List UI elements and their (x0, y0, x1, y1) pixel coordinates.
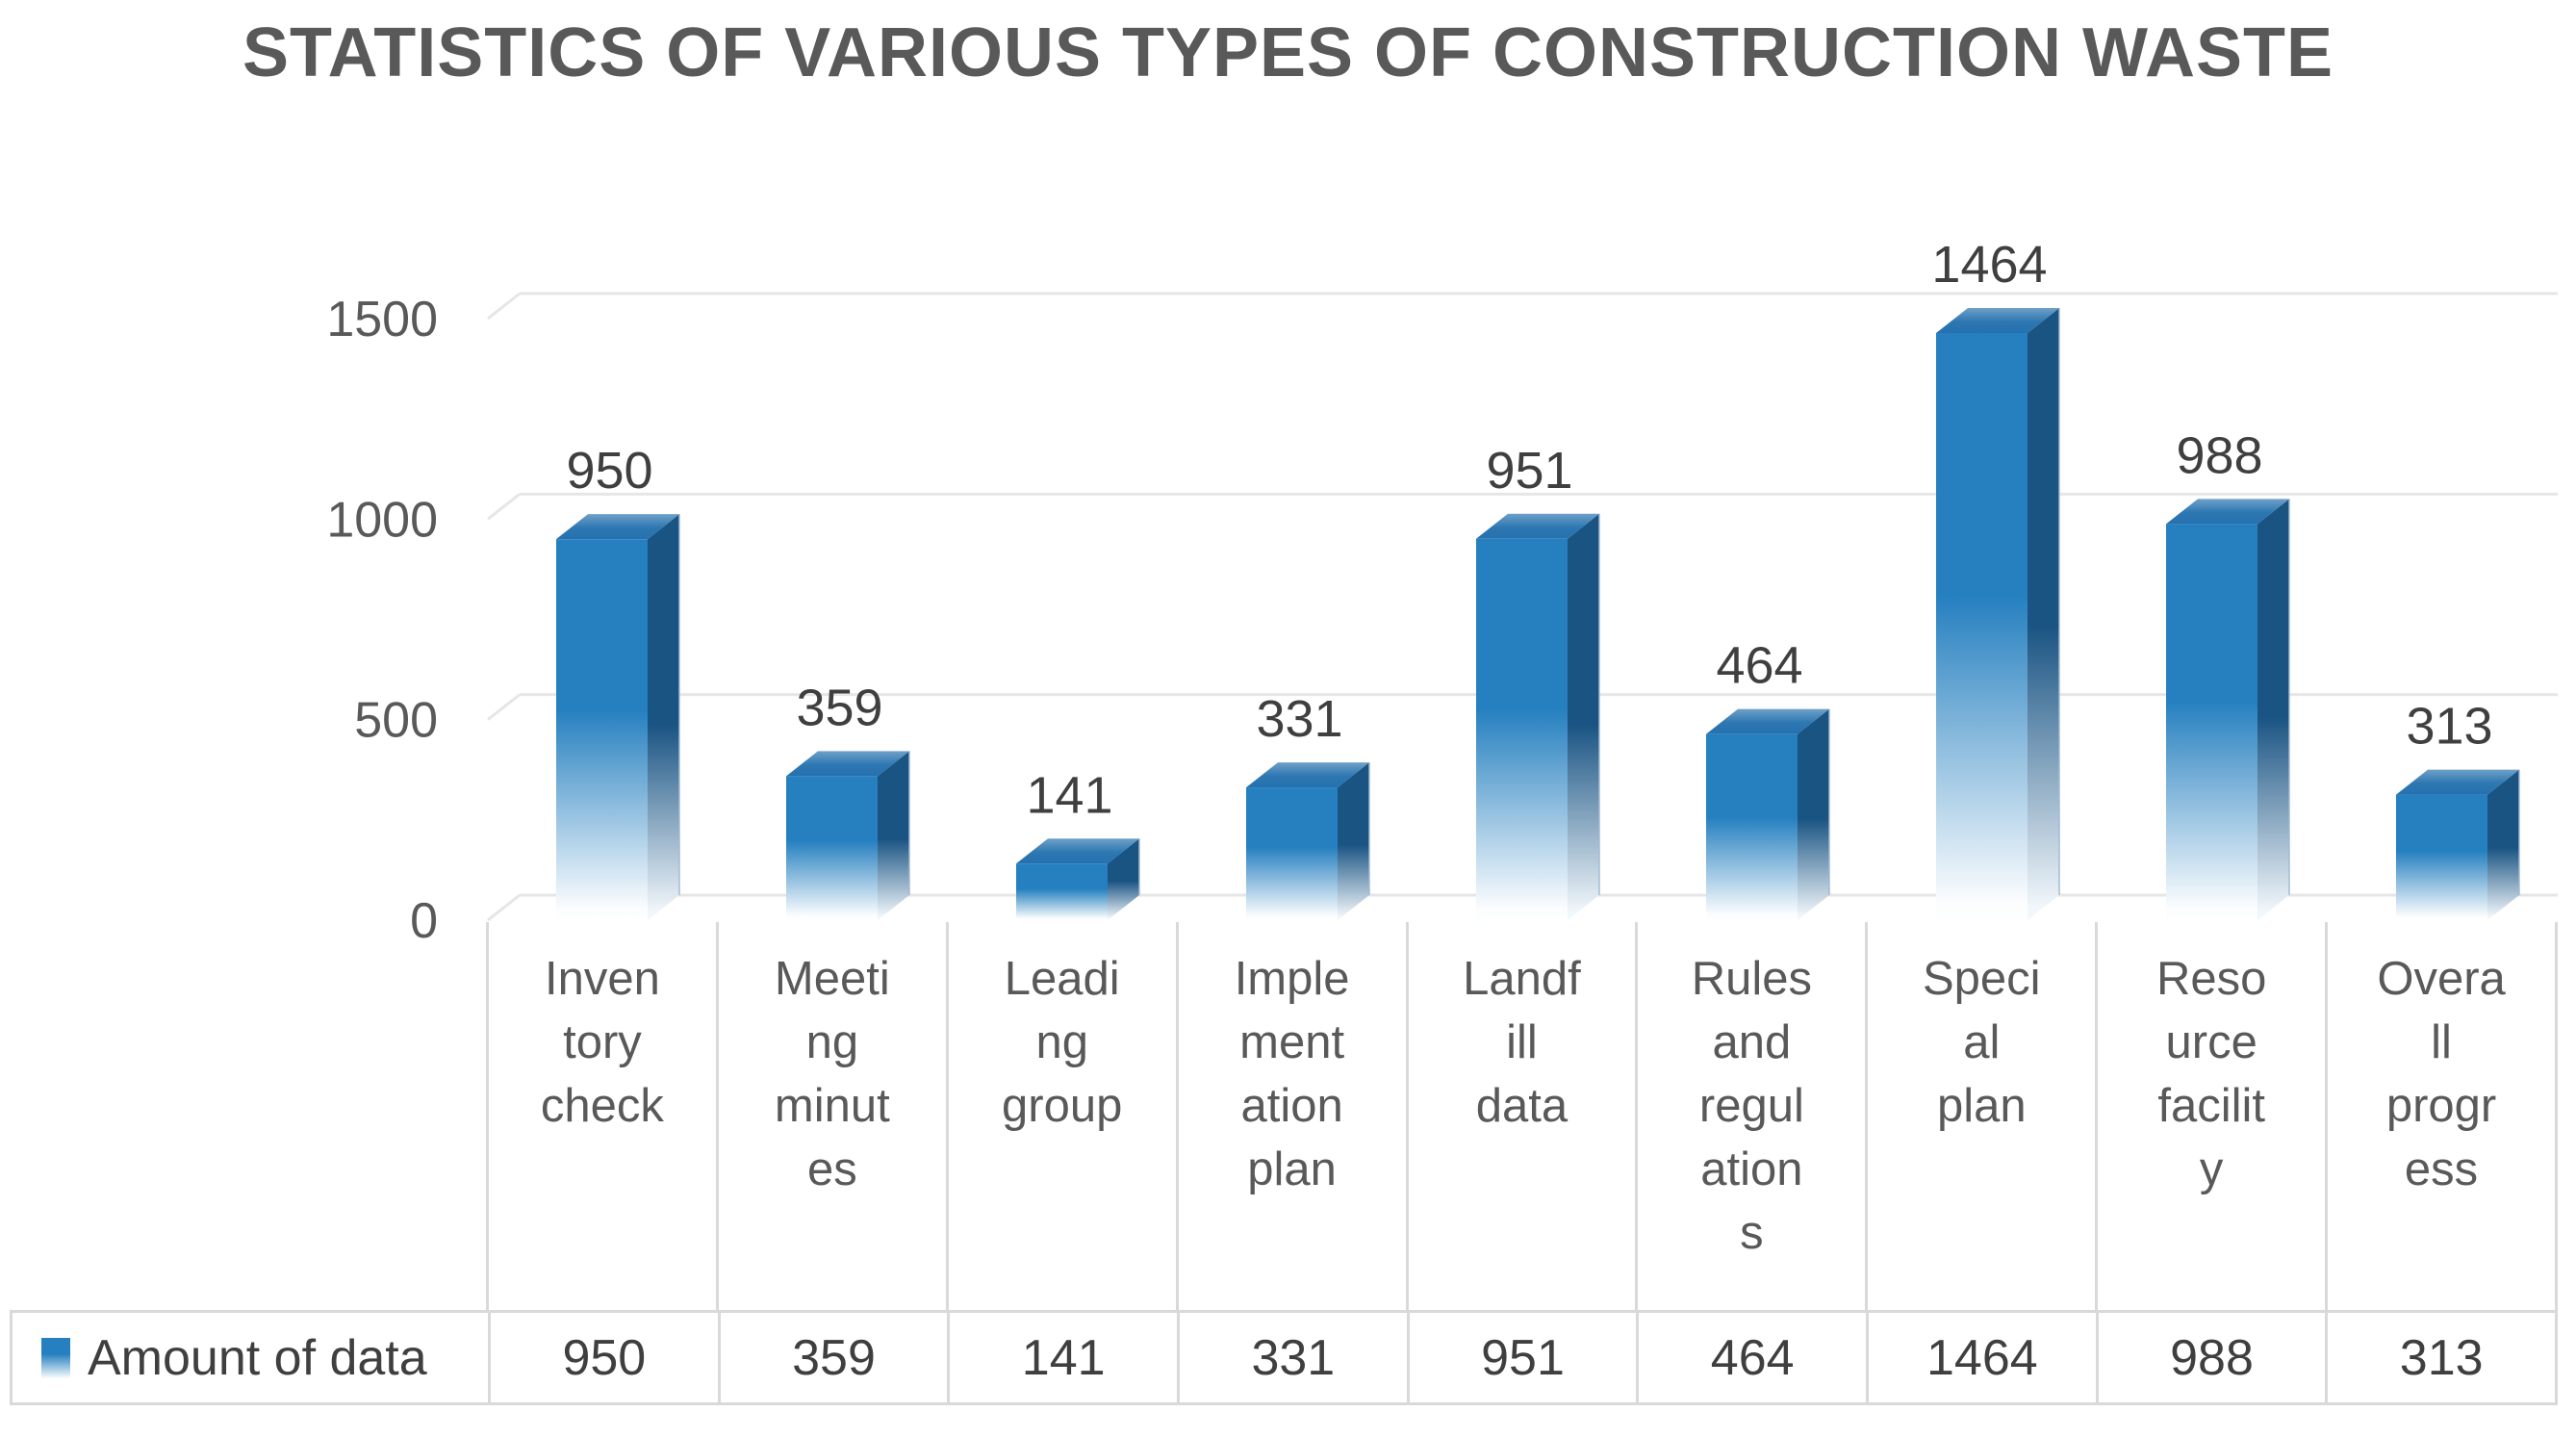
series-legend-swatch-icon (41, 1337, 70, 1378)
x-axis-category-label: Landf ill data (1409, 922, 1639, 1310)
table-value-cell: 331 (1180, 1310, 1410, 1405)
bar-side-face (1568, 513, 1599, 920)
bar-front-face (2396, 794, 2487, 920)
bar-front-face (1936, 333, 2028, 920)
chart-title: STATISTICS OF VARIOUS TYPES OF CONSTRUCT… (242, 14, 2334, 91)
bar-front-face (1706, 733, 1798, 920)
bar-front-face (1016, 863, 1108, 920)
bar-side-face (1338, 762, 1369, 920)
x-axis-category-strip: Inven tory check Meeti ng minut es Leadi n… (486, 922, 2558, 1310)
y-axis-tick-label: 1000 (326, 492, 438, 548)
table-value-cell: 464 (1639, 1310, 1869, 1405)
y-axis-labels: 0 500 1000 1500 (326, 292, 438, 949)
table-value-cell: 988 (2098, 1310, 2329, 1405)
x-axis-category-label: Overa ll progr ess (2328, 922, 2558, 1310)
x-axis-category-label: Inven tory check (489, 922, 719, 1310)
bar-value-label: 464 (1716, 637, 1802, 695)
bar-side-face (648, 514, 679, 920)
table-value-cell: 950 (491, 1310, 721, 1405)
bar-value-label: 359 (796, 679, 882, 736)
series-legend-label: Amount of data (88, 1329, 427, 1386)
y-axis-tick-label: 0 (410, 893, 438, 949)
bar-front-face (2166, 524, 2257, 920)
bar-top-face (2396, 769, 2519, 795)
bar-top-face (1246, 762, 1369, 788)
table-value-cell: 951 (1409, 1310, 1640, 1405)
bar-top-face (1016, 838, 1139, 864)
table-value-cell: 141 (950, 1310, 1180, 1405)
bar-value-labels: 950 359 141 331 951 464 1464 988 313 (566, 236, 2492, 824)
bar-side-face (2257, 499, 2289, 920)
x-axis-category-label: Meeti ng minut es (719, 922, 949, 1310)
bar-value-label: 313 (2406, 698, 2492, 756)
bar-side-face (2028, 308, 2059, 920)
bar-top-face (1476, 513, 1599, 539)
bars (556, 308, 2520, 920)
bar-value-label: 988 (2176, 426, 2262, 484)
bar-top-face (556, 514, 679, 540)
x-axis-category-label: Rules and regul ation s (1638, 922, 1869, 1310)
gridline-depth-tick (487, 292, 521, 321)
bar-side-face (1108, 838, 1139, 920)
table-value-cell: 313 (2328, 1310, 2558, 1405)
gridline-depth-tick (487, 693, 521, 721)
y-axis-tick-label: 1500 (326, 292, 438, 347)
bar-front-face (1246, 787, 1338, 920)
bar-value-label: 1464 (1931, 236, 2047, 294)
bar-front-face (786, 776, 878, 920)
x-axis-category-label: Speci al plan (1868, 922, 2099, 1310)
legend-cell: Amount of data (13, 1310, 491, 1405)
bar-value-label: 141 (1026, 766, 1112, 824)
table-value-cell: 1464 (1869, 1310, 2099, 1405)
plot-area: 0 500 1000 1500 950 359 141 331 951 464 1464 988 31… (326, 236, 2558, 949)
bar-top-face (786, 751, 909, 777)
gridline-depth-tick (487, 493, 521, 521)
gridline-depth-tick (487, 893, 521, 922)
table-value-cell: 359 (720, 1310, 951, 1405)
y-axis-tick-label: 500 (354, 693, 438, 749)
bar-value-label: 951 (1486, 442, 1572, 500)
bar-front-face (556, 539, 648, 920)
bar-top-face (1936, 308, 2059, 333)
bar-side-face (2487, 769, 2519, 920)
bar-top-face (2166, 499, 2289, 525)
x-axis-category-label: Reso urce facilit y (2098, 922, 2329, 1310)
data-table: Amount of data 950 359 141 331 951 464 1464 988… (10, 1310, 2558, 1405)
bar-value-label: 331 (1256, 690, 1342, 748)
bar-top-face (1706, 708, 1829, 734)
bar-side-face (878, 751, 909, 920)
bar-side-face (1798, 708, 1829, 920)
x-axis-category-label: Leadi ng group (949, 922, 1179, 1310)
x-axis-category-label: Imple ment ation plan (1179, 922, 1409, 1310)
bar-front-face (1476, 538, 1568, 920)
bar-value-label: 950 (566, 442, 652, 500)
